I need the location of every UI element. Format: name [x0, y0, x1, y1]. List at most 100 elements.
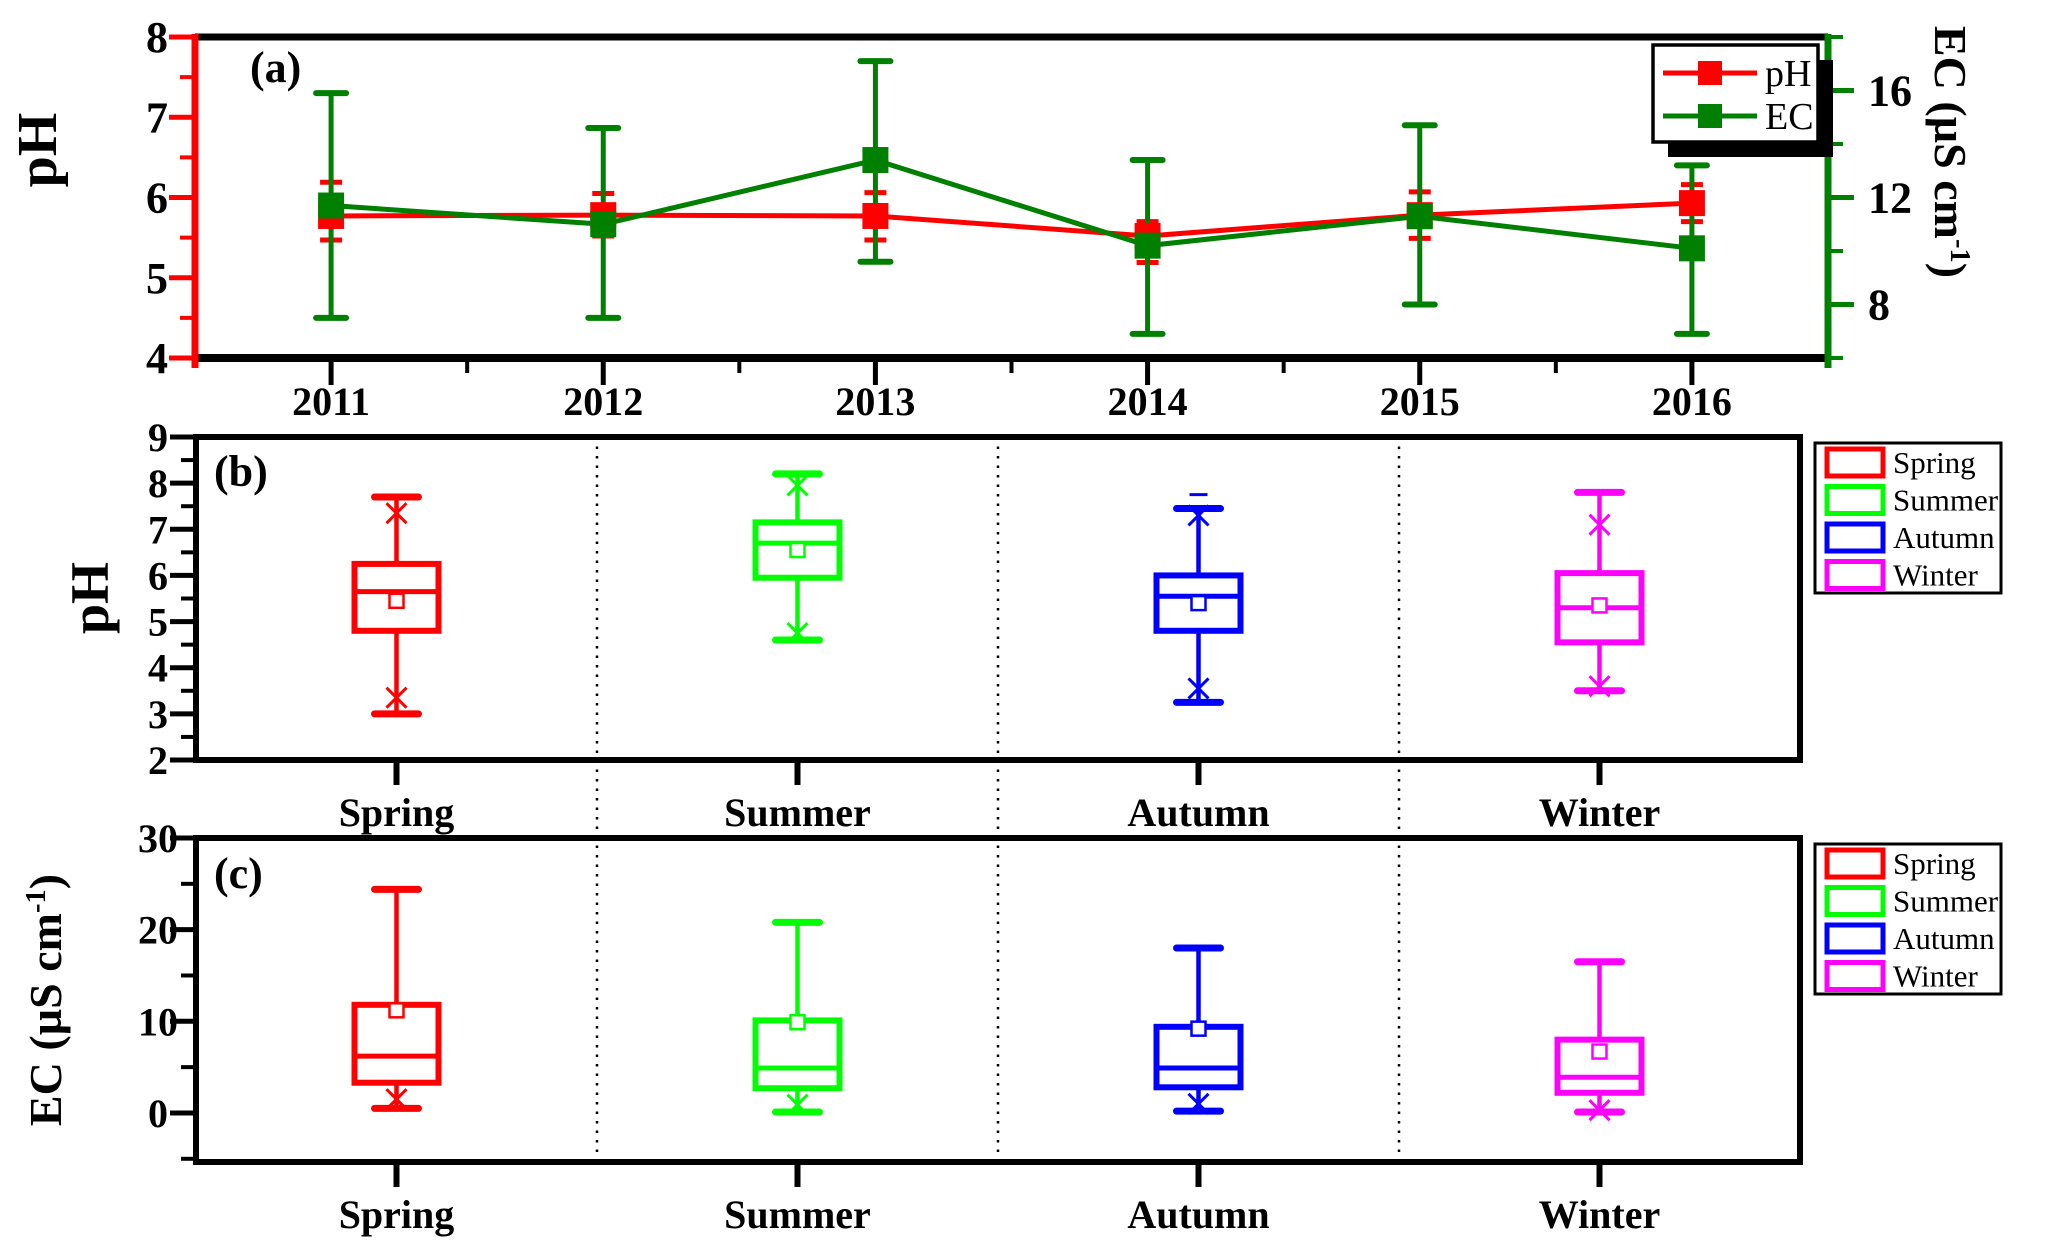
- ph-marker: [1678, 190, 1705, 217]
- x-marker: [385, 502, 408, 525]
- season-label: Spring: [339, 1192, 455, 1237]
- x-marker: [385, 1088, 408, 1111]
- x-marker: [786, 622, 809, 645]
- legend-label: pH: [1765, 53, 1811, 95]
- ec-axis-title-close: ): [1924, 262, 1976, 279]
- legend-label: Autumn: [1893, 921, 1995, 956]
- mean-marker: [388, 1002, 405, 1019]
- x-marker: [1187, 504, 1210, 527]
- ec-tick-label: 12: [1868, 174, 1912, 223]
- ec-marker: [1134, 232, 1161, 259]
- panel-a-left-axis-title: pH: [7, 112, 69, 188]
- season-label: Autumn: [1127, 790, 1269, 835]
- x-marker: [1588, 513, 1611, 536]
- y-tick-label: 8: [148, 461, 168, 506]
- boxplot-c-autumn: [1153, 944, 1244, 1115]
- ec-tick-label: 16: [1868, 67, 1912, 116]
- legend-label: Spring: [1893, 846, 1976, 881]
- mean-marker: [1591, 597, 1608, 614]
- y-tick-label: 6: [148, 553, 168, 598]
- year-tick-label: 2016: [1652, 379, 1732, 424]
- ec-c-title-sup: -1: [20, 889, 52, 914]
- panel-a-series-lines: [330, 157, 1693, 251]
- y-tick-label: 9: [148, 415, 168, 460]
- mean-marker: [1190, 594, 1207, 612]
- y-tick-label: 5: [148, 600, 168, 645]
- boxplot-b-summer: [752, 470, 843, 645]
- panel-c-y-axis: 0 10 20 30: [138, 816, 196, 1161]
- legend-label: Summer: [1893, 483, 1999, 518]
- x-marker: [1187, 677, 1210, 700]
- y-tick-label: 30: [138, 816, 178, 861]
- year-tick-label: 2014: [1108, 379, 1188, 424]
- ph-tick-label: 7: [146, 93, 168, 142]
- panel-a-right-axis-title: EC (µS cm-1): [1924, 25, 1976, 279]
- mean-marker: [388, 592, 405, 610]
- legend-item-autumn: Autumn: [1824, 921, 1995, 956]
- ec-c-title-base: EC (µS cm: [20, 913, 72, 1127]
- panel-a-left-axis: 4 5 6 7 8: [146, 13, 195, 383]
- panel-a-x-axis: 2011 2012 2013 2014 2015 2016: [292, 358, 1732, 424]
- season-label: Summer: [724, 1192, 871, 1237]
- legend-box: [1651, 43, 1820, 144]
- legend-item-winter: Winter: [1824, 959, 1979, 994]
- panel-c-x-axis: Spring Summer Autumn Winter: [339, 1162, 1660, 1237]
- mean-marker: [1190, 1020, 1207, 1037]
- ec-marker: [590, 211, 617, 238]
- ph-tick-label: 8: [146, 13, 168, 62]
- legend-item-summer: Summer: [1824, 884, 1999, 919]
- legend-item-ec: EC: [1663, 96, 1814, 138]
- y-tick-label: 20: [138, 908, 178, 953]
- year-tick-label: 2015: [1380, 379, 1460, 424]
- panel-c-frame: [193, 835, 1803, 1165]
- box: [1554, 1036, 1645, 1096]
- season-label: Summer: [724, 790, 871, 835]
- panel-a-markers: [318, 147, 1705, 262]
- box: [752, 519, 843, 581]
- year-tick-label: 2011: [292, 379, 370, 424]
- season-label: Spring: [339, 790, 455, 835]
- season-label: Autumn: [1127, 1192, 1269, 1237]
- legend-item-winter: Winter: [1824, 558, 1979, 593]
- year-tick-label: 2012: [563, 379, 643, 424]
- boxplot-b-winter: [1554, 488, 1645, 698]
- ec-axis-title-base: EC (µS cm: [1924, 25, 1976, 239]
- box: [752, 1017, 843, 1092]
- legend-item-spring: Spring: [1824, 445, 1976, 480]
- y-tick-label: 10: [138, 999, 178, 1044]
- ph-marker: [862, 202, 889, 229]
- ph-series-line: [331, 200, 1693, 239]
- mean-marker: [1591, 1043, 1608, 1060]
- box: [351, 560, 442, 634]
- boxplot-c-winter: [1554, 958, 1645, 1122]
- panel-a-label: (a): [250, 43, 302, 92]
- ec-tick-label: 8: [1868, 281, 1890, 330]
- ec-marker: [1406, 203, 1433, 230]
- panel-b-frame: [193, 434, 1803, 763]
- x-marker: [1588, 1099, 1611, 1122]
- y-tick-label: 0: [148, 1091, 168, 1136]
- legend-label: EC: [1765, 96, 1814, 138]
- legend-item-ph: pH: [1663, 53, 1811, 95]
- legend-item-spring: Spring: [1824, 846, 1976, 881]
- ec-marker: [318, 192, 345, 219]
- y-tick-label: 7: [148, 507, 168, 552]
- season-separators: [595, 437, 1401, 1162]
- panel-a-right-axis: 8 12 16: [1828, 35, 1912, 360]
- panel-c-y-axis-title: EC (µS cm-1): [20, 874, 72, 1127]
- legend-item-autumn: Autumn: [1824, 520, 1995, 555]
- x-marker: [786, 474, 809, 497]
- panel-b-x-axis: Spring Summer Autumn Winter: [339, 760, 1660, 835]
- legend-box: [1813, 441, 2003, 595]
- season-label: Winter: [1539, 790, 1660, 835]
- ec-axis-title-sup: -1: [1944, 238, 1976, 263]
- legend-item-summer: Summer: [1824, 483, 1999, 518]
- legend-label: Winter: [1893, 558, 1979, 593]
- mean-marker: [789, 1013, 806, 1031]
- legend-box: [1813, 842, 2003, 996]
